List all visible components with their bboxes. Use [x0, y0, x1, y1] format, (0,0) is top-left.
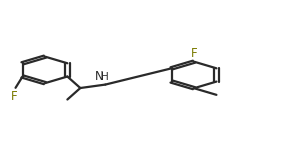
Text: N: N [95, 70, 104, 83]
Text: F: F [11, 90, 17, 103]
Text: H: H [101, 72, 109, 82]
Text: F: F [191, 47, 197, 60]
